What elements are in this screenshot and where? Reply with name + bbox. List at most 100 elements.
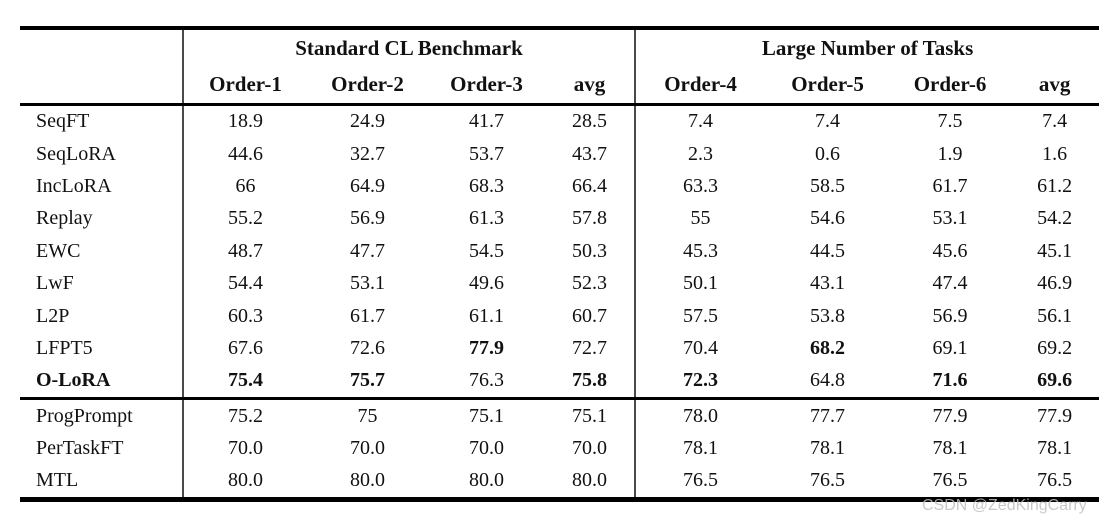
value-cell: 76.5 [634, 464, 766, 500]
value-cell: 57.5 [634, 299, 766, 333]
table-row: LwF 54.4 53.1 49.6 52.3 50.1 43.1 47.4 46.9 [20, 267, 1099, 300]
value-cell: 76.3 [469, 369, 504, 392]
value-cell: 56.9 [932, 304, 968, 327]
value-cell: 44.5 [810, 239, 846, 262]
value-cell: 68.2 [810, 336, 846, 359]
group-header-large-number-of-tasks: Large Number of Tasks [634, 28, 1100, 66]
value-cell: 43.7 [572, 142, 608, 165]
column-header-order-6: Order-6 [913, 71, 987, 96]
value-cell: 1.9 [937, 142, 963, 165]
value-cell: 75.2 [182, 398, 307, 433]
value-cell: 45.1 [1037, 239, 1073, 262]
method-label: SeqLoRA [36, 142, 116, 165]
value-cell: 57.8 [572, 207, 608, 230]
value-cell: 72.6 [350, 336, 385, 359]
table-row: ProgPrompt 75.2 75 75.1 75.1 78.0 77.7 77.9 77.9 [20, 398, 1100, 433]
value-cell: 7.4 [1042, 110, 1068, 133]
value-cell: 75.8 [572, 369, 608, 392]
table-row: SeqFT 18.9 24.9 41.7 28.5 7.4 7.4 7.5 7.4 [20, 104, 1099, 138]
value-cell: 69.1 [932, 336, 968, 359]
column-header-order-3: Order-3 [450, 71, 523, 96]
value-cell: 55.2 [182, 202, 307, 236]
value-cell: 2.3 [634, 137, 766, 171]
value-cell: 61.3 [469, 207, 504, 230]
value-cell: 61.7 [350, 304, 385, 327]
column-header-order-1: Order-1 [182, 66, 307, 104]
value-cell: 54.2 [1037, 207, 1073, 230]
value-cell: 71.6 [932, 369, 968, 392]
value-cell: 80.0 [182, 464, 307, 500]
value-cell: 68.3 [469, 174, 504, 197]
value-cell: 75.4 [182, 364, 307, 399]
group-header-row: Standard CL Benchmark Large Number of Ta… [20, 28, 1100, 66]
value-cell: 80.0 [469, 469, 504, 492]
value-cell: 53.1 [932, 207, 968, 230]
table-row: LFPT5 67.6 72.6 77.9 72.7 70.4 68.2 69.1 69.2 [20, 332, 1099, 365]
value-cell: 56.1 [1037, 304, 1073, 327]
table-row: PerTaskFT 70.0 70.0 70.0 70.0 78.1 78.1 78.1 78.… [20, 432, 1099, 465]
method-label: PerTaskFT [36, 437, 124, 460]
value-cell: 61.1 [469, 304, 504, 327]
column-header-row: Order-1 Order-2 Order-3 avg Order-4 Orde… [20, 66, 1099, 104]
table-row: IncLoRA 66 64.9 68.3 66.4 63.3 58.5 61.7 61.2 [20, 170, 1099, 203]
value-cell: 53.7 [469, 142, 504, 165]
value-cell: 56.9 [350, 207, 385, 230]
value-cell: 69.2 [1037, 336, 1073, 359]
value-cell: 70.0 [350, 437, 385, 460]
value-cell: 53.1 [350, 272, 385, 295]
column-header-order-2: Order-2 [331, 71, 404, 96]
value-cell: 49.6 [469, 272, 504, 295]
value-cell: 61.7 [932, 174, 968, 197]
value-cell: 75.1 [572, 404, 608, 427]
value-cell: 1.6 [1042, 142, 1068, 165]
value-cell: 45.6 [932, 239, 968, 262]
csdn-watermark: CSDN @ZedKingCarry [922, 497, 1087, 514]
value-cell: 77.9 [932, 404, 968, 427]
value-cell: 64.9 [350, 174, 385, 197]
value-cell: 7.4 [634, 104, 766, 138]
value-cell: 47.7 [350, 239, 385, 262]
value-cell: 66.4 [572, 174, 608, 197]
table-row: MTL 80.0 80.0 80.0 80.0 76.5 76.5 76.5 76.5 [20, 464, 1099, 500]
value-cell: 80.0 [350, 469, 385, 492]
column-header-order-4: Order-4 [634, 66, 766, 104]
value-cell: 69.6 [1037, 369, 1073, 392]
results-table: Standard CL Benchmark Large Number of Ta… [20, 26, 1100, 503]
value-cell: 53.8 [810, 304, 846, 327]
column-header-order-5: Order-5 [791, 71, 864, 96]
method-label: Replay [36, 207, 93, 230]
value-cell: 18.9 [182, 104, 307, 138]
value-cell: 75.7 [350, 369, 385, 392]
value-cell: 54.6 [810, 207, 846, 230]
value-cell: 60.7 [572, 304, 608, 327]
value-cell: 54.5 [469, 239, 504, 262]
value-cell: 54.4 [182, 267, 307, 300]
table-row: Replay 55.2 56.9 61.3 57.8 55 54.6 53.1 54.2 [20, 202, 1099, 236]
value-cell: 76.5 [1037, 469, 1073, 492]
value-cell: 50.1 [634, 267, 766, 300]
value-cell: 47.4 [932, 272, 968, 295]
value-cell: 78.0 [634, 398, 766, 433]
value-cell: 66 [182, 170, 307, 203]
value-cell: 32.7 [350, 142, 385, 165]
method-label: LFPT5 [36, 336, 93, 359]
value-cell: 46.9 [1037, 272, 1073, 295]
method-label: IncLoRA [36, 174, 112, 197]
value-cell: 0.6 [815, 142, 841, 165]
value-cell: 75.1 [469, 404, 504, 427]
value-cell: 41.7 [469, 110, 504, 133]
value-cell: 43.1 [810, 272, 846, 295]
value-cell: 76.5 [810, 469, 846, 492]
table-row: EWC 48.7 47.7 54.5 50.3 45.3 44.5 45.6 45.1 [20, 235, 1099, 268]
group-header-standard-cl-benchmark: Standard CL Benchmark [181, 28, 636, 66]
value-cell: 48.7 [182, 235, 307, 268]
column-header-avg-right: avg [1038, 71, 1071, 96]
value-cell: 80.0 [572, 469, 608, 492]
value-cell: 50.3 [572, 239, 608, 262]
value-cell: 72.3 [634, 364, 766, 399]
value-cell: 7.5 [937, 110, 963, 133]
value-cell: 76.5 [932, 469, 968, 492]
method-label: ProgPrompt [36, 404, 133, 427]
value-cell: 52.3 [572, 272, 608, 295]
